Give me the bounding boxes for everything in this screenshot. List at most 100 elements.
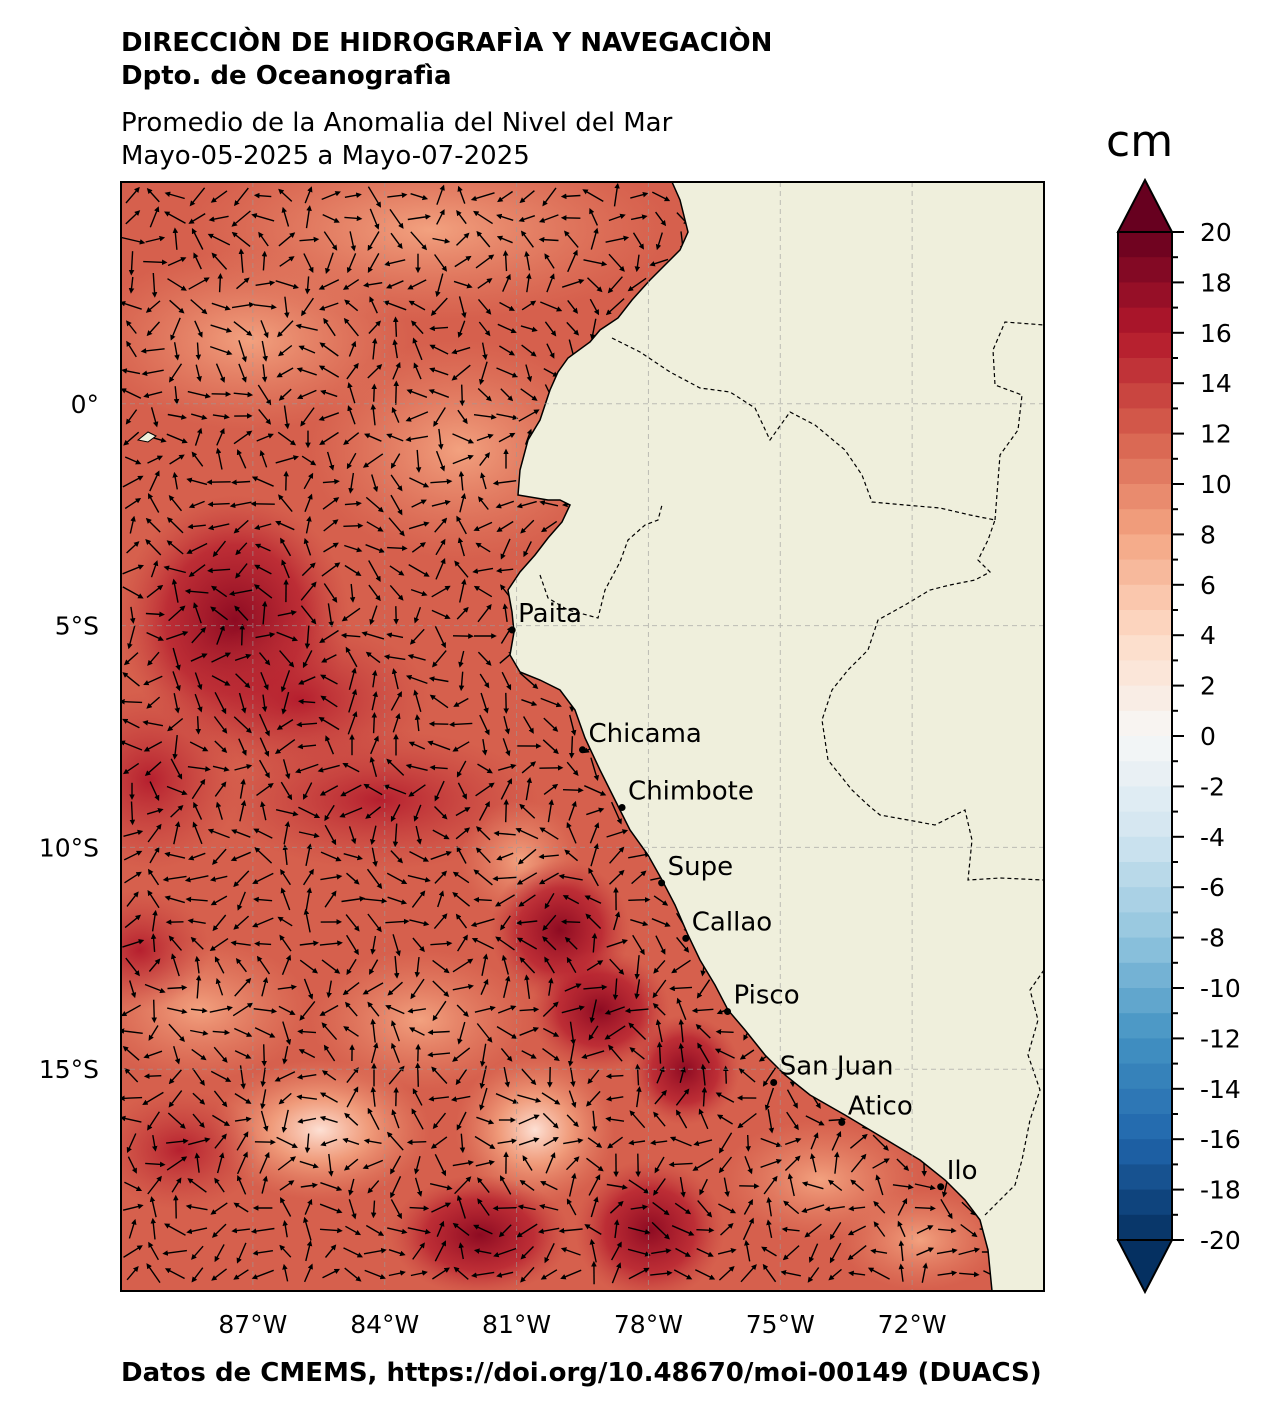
- current-arrow: [429, 344, 449, 355]
- current-arrow: [121, 368, 141, 375]
- current-arrow: [216, 624, 225, 645]
- current-arrow: [475, 254, 495, 269]
- current-arrow: [321, 654, 337, 663]
- colorbar-bin: [1118, 761, 1172, 787]
- current-arrow: [632, 232, 644, 250]
- current-arrow: [172, 671, 181, 692]
- current-arrow: [277, 344, 293, 357]
- current-arrow: [383, 784, 407, 795]
- current-arrow: [363, 282, 383, 288]
- colorbar-tick-label: -20: [1200, 1226, 1241, 1255]
- current-arrow: [278, 232, 296, 247]
- current-arrow: [386, 433, 404, 442]
- current-arrow: [261, 600, 268, 625]
- current-arrow: [627, 277, 647, 292]
- current-arrow: [303, 472, 314, 490]
- current-arrow: [280, 781, 293, 801]
- current-arrow: [195, 342, 202, 361]
- current-arrow: [121, 1095, 143, 1102]
- port-marker: [658, 879, 666, 887]
- current-arrow: [696, 1227, 715, 1233]
- colorbar-bin: [1118, 610, 1172, 636]
- current-arrow: [473, 210, 493, 225]
- current-arrow: [259, 737, 270, 757]
- current-arrow: [519, 672, 539, 690]
- current-arrow: [214, 691, 227, 715]
- current-arrow: [261, 250, 268, 271]
- map-title: Promedio de la Anomalia del Nivel del Ma…: [121, 108, 673, 138]
- current-arrow: [296, 721, 318, 728]
- current-arrow: [325, 252, 334, 274]
- current-arrow: [151, 999, 158, 1024]
- current-arrow: [431, 585, 451, 598]
- current-arrow: [211, 585, 228, 598]
- current-arrow: [502, 250, 509, 272]
- anomaly-region: [121, 890, 210, 1010]
- anomaly-region: [390, 1175, 570, 1291]
- current-arrow: [186, 542, 208, 554]
- current-arrow: [411, 499, 427, 508]
- current-arrow: [492, 480, 517, 486]
- current-arrow: [457, 185, 466, 204]
- current-arrow: [583, 259, 608, 267]
- anomaly-region: [840, 1190, 1000, 1290]
- current-arrow: [301, 297, 314, 317]
- current-arrow: [498, 432, 516, 443]
- current-arrow: [344, 500, 362, 507]
- port-label: Callao: [692, 907, 772, 937]
- colorbar-bin: [1118, 710, 1172, 737]
- current-arrow: [274, 739, 296, 755]
- current-arrow: [233, 187, 249, 207]
- current-arrow: [146, 321, 161, 337]
- colorbar-tick-label: 14: [1200, 369, 1232, 398]
- colorbar-bin: [1118, 887, 1172, 913]
- current-arrow: [525, 364, 533, 383]
- current-arrow: [364, 433, 382, 442]
- colorbar-tick-label: -2: [1200, 772, 1225, 801]
- current-arrow: [340, 632, 361, 639]
- current-arrow: [342, 763, 360, 773]
- current-arrow: [346, 452, 357, 470]
- current-arrow: [145, 235, 166, 243]
- current-arrow: [189, 741, 209, 752]
- lon-tick-label: 78°W: [614, 1310, 683, 1339]
- colorbar-tick-label: 20: [1200, 218, 1232, 247]
- colorbar-tick-label: -18: [1200, 1176, 1241, 1205]
- current-arrow: [184, 588, 209, 595]
- current-arrow: [187, 523, 206, 530]
- current-arrow: [371, 712, 378, 734]
- anomaly-region: [310, 340, 610, 560]
- current-arrow: [543, 783, 559, 795]
- port-label: Chimbote: [628, 776, 754, 806]
- current-arrow: [408, 521, 430, 530]
- current-arrow: [300, 605, 317, 625]
- colorbar-bin: [1118, 584, 1172, 611]
- current-arrow: [234, 764, 253, 771]
- colorbar: 20181614121086420-2-4-6-8-10-12-14-16-18…: [1116, 177, 1241, 1295]
- current-arrow: [362, 453, 384, 468]
- current-arrow: [499, 301, 515, 311]
- current-arrow: [344, 215, 363, 222]
- current-arrow: [122, 475, 144, 488]
- current-arrow: [234, 605, 249, 621]
- current-arrow: [408, 741, 426, 750]
- current-arrow: [590, 227, 599, 250]
- current-arrow: [276, 367, 294, 378]
- colorbar-bin: [1118, 811, 1172, 838]
- lat-tick-label: 0°: [71, 390, 99, 419]
- current-arrow: [477, 763, 493, 774]
- current-arrow: [280, 670, 291, 693]
- current-arrow: [434, 780, 445, 802]
- current-arrow: [432, 237, 451, 244]
- current-arrow: [298, 676, 316, 685]
- current-arrow: [429, 694, 449, 709]
- lon-tick-label: 87°W: [218, 1310, 287, 1339]
- current-arrow: [525, 777, 532, 801]
- current-arrow: [146, 696, 161, 709]
- current-arrow: [634, 254, 641, 273]
- colorbar-bin: [1118, 383, 1172, 409]
- current-arrow: [477, 298, 492, 315]
- current-arrow: [473, 414, 497, 420]
- current-arrow: [318, 717, 340, 731]
- current-arrow: [408, 784, 426, 797]
